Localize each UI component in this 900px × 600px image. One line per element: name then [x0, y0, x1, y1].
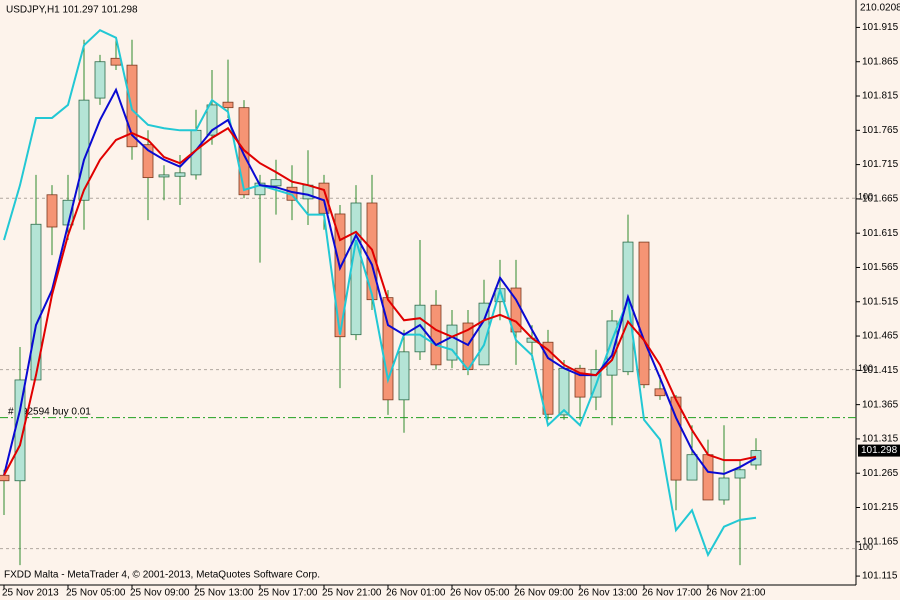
candle-body [350, 202, 362, 336]
candle-body [142, 144, 154, 179]
y-tick-label: 101.565 [862, 262, 899, 273]
y-tick-label: 101.665 [862, 194, 899, 205]
candle-body [670, 396, 682, 481]
y-tick-label: 101.915 [862, 22, 899, 33]
price-box [858, 444, 900, 457]
y-tick-label: 101.215 [862, 502, 899, 513]
x-tick-label: 26 Nov 09:00 [514, 588, 574, 599]
x-tick-label: 25 Nov 09:00 [130, 588, 190, 599]
candle-body [398, 351, 410, 401]
x-tick-label: 25 Nov 21:00 [322, 588, 382, 599]
candle-body [718, 477, 730, 501]
candle-body [446, 324, 458, 361]
candle-body [0, 474, 10, 482]
candle-body [558, 367, 570, 416]
level-label: 100 [858, 363, 873, 373]
x-tick-label: 26 Nov 13:00 [578, 588, 638, 599]
candle-body [158, 174, 170, 178]
candle-body [206, 104, 218, 136]
candle-body [174, 172, 186, 177]
x-tick-label: 25 Nov 05:00 [66, 588, 126, 599]
x-tick-label: 25 Nov 2013 [2, 588, 59, 599]
y-tick-label: 101.465 [862, 331, 899, 342]
y-tick-label: 101.315 [862, 434, 899, 445]
candle-body [638, 241, 650, 386]
order-label: # 792594 buy 0.01 [8, 406, 91, 417]
ma-line [3, 126, 757, 476]
x-tick-label: 26 Nov 05:00 [450, 588, 510, 599]
candle-body [110, 57, 122, 66]
y-tick-label: 101.115 [862, 571, 898, 582]
y-tick-label: 101.715 [862, 159, 899, 170]
y-tick-label: 101.515 [862, 296, 899, 307]
chart-title: USDJPY,H1 101.297 101.298 [6, 5, 138, 16]
candle-body [94, 61, 106, 99]
x-tick-label: 26 Nov 21:00 [706, 588, 766, 599]
ma-line [3, 28, 757, 558]
price-label: 101.298 [861, 445, 898, 456]
candle-body [478, 302, 490, 366]
candle-body [430, 304, 442, 366]
y-tick-label: 101.165 [862, 536, 899, 547]
candle-body [574, 367, 586, 398]
candle-body [270, 179, 282, 187]
x-tick-label: 26 Nov 17:00 [642, 588, 702, 599]
candle-body [30, 223, 42, 381]
axis-top-label: 210.0208 [860, 3, 900, 14]
x-tick-label: 25 Nov 13:00 [194, 588, 254, 599]
candle-body [78, 99, 90, 201]
y-tick-label: 101.415 [862, 365, 899, 376]
ma-line [3, 87, 757, 476]
candle-body [702, 454, 714, 501]
candle-body [542, 341, 554, 415]
y-tick-label: 101.865 [862, 56, 899, 67]
y-tick-label: 101.615 [862, 228, 899, 239]
candle-body [334, 213, 346, 338]
candle-body [734, 469, 746, 479]
candle-body [654, 388, 666, 397]
footer: FXDD Malta - MetaTrader 4, © 2001-2013, … [4, 570, 320, 581]
y-tick-label: 101.815 [862, 91, 899, 102]
level-label: 100 [858, 542, 873, 552]
x-tick-label: 26 Nov 01:00 [386, 588, 446, 599]
candle-body [222, 101, 234, 109]
candle-body [686, 454, 698, 481]
candle-body [46, 194, 58, 228]
x-tick-label: 25 Nov 17:00 [258, 588, 318, 599]
y-tick-label: 101.265 [862, 468, 899, 479]
y-tick-label: 101.365 [862, 399, 899, 410]
level-label: 100 [858, 192, 873, 202]
y-tick-label: 101.765 [862, 125, 899, 136]
